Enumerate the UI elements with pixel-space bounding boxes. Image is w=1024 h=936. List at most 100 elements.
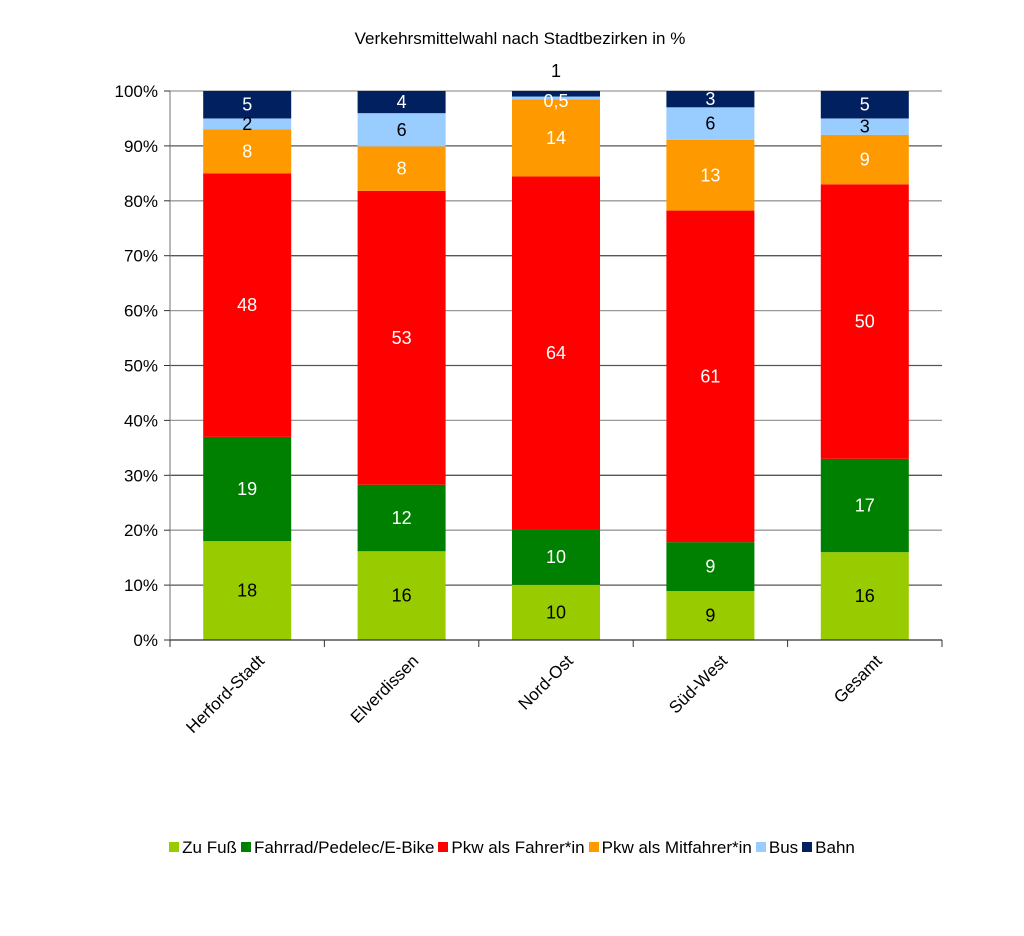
y-tick-label: 0% xyxy=(133,631,158,650)
bar-stack xyxy=(357,91,446,640)
legend-item: Fahrrad/Pedelec/E-Bike xyxy=(240,838,435,858)
data-labels: 181948825161253864101064140,519961136316… xyxy=(237,61,875,626)
data-label: 5 xyxy=(242,95,252,115)
y-tick-label: 50% xyxy=(124,357,158,376)
legend-label: Bus xyxy=(768,838,799,857)
legend-label: Zu Fuß xyxy=(182,838,237,857)
bar-segment xyxy=(512,96,600,100)
bar-segment xyxy=(512,584,600,640)
data-label: 61 xyxy=(700,366,720,386)
data-label: 0,5 xyxy=(543,91,568,111)
bar-segment xyxy=(357,91,446,114)
data-label: 9 xyxy=(705,606,715,626)
data-label: 1 xyxy=(551,61,561,81)
bar-segment xyxy=(666,139,755,211)
bar-segment xyxy=(820,458,909,553)
y-tick-label: 40% xyxy=(124,411,158,430)
bar-stack xyxy=(820,91,909,640)
y-tick-label: 30% xyxy=(124,466,158,485)
data-label: 2 xyxy=(242,114,252,134)
legend-swatch xyxy=(240,842,251,852)
data-label: 6 xyxy=(705,114,715,134)
data-label: 13 xyxy=(700,165,720,185)
x-tick-label: Herford-Stadt xyxy=(182,651,268,737)
bar-segment xyxy=(357,113,446,147)
legend-swatch xyxy=(588,842,599,852)
legend-item: Pkw als Mitfahrer*in xyxy=(588,838,752,858)
data-label: 8 xyxy=(242,141,252,161)
bar-stack xyxy=(666,91,755,640)
chart-title: Verkehrsmittelwahl nach Stadtbezirken in… xyxy=(355,29,686,48)
data-label: 12 xyxy=(392,508,412,528)
data-label: 6 xyxy=(397,120,407,140)
bar-segment xyxy=(203,173,292,437)
bar-segment xyxy=(820,91,909,119)
bar-segment xyxy=(512,176,600,530)
bar-segment xyxy=(357,146,446,191)
data-label: 8 xyxy=(397,159,407,179)
x-tick-label: Nord-Ost xyxy=(515,651,577,713)
data-label: 14 xyxy=(546,128,566,148)
bar-segment xyxy=(820,118,909,135)
x-axis-labels: Herford-Stadt Elverdissen Nord-Ost Süd-West… xyxy=(182,651,885,737)
legend-swatch xyxy=(755,842,766,852)
data-label: 48 xyxy=(237,295,257,315)
x-tick-label: Süd-West xyxy=(665,651,731,717)
x-tick-label: Elverdissen xyxy=(347,651,423,727)
bar-segment xyxy=(357,484,446,552)
legend-swatch xyxy=(438,842,449,852)
bar-segment xyxy=(512,529,600,585)
bar-stacks xyxy=(203,91,909,640)
legend-item: Bahn xyxy=(802,838,855,858)
bar-segment xyxy=(357,551,446,640)
bar-stack xyxy=(203,91,292,640)
y-tick-label: 20% xyxy=(124,521,158,540)
bar-segment xyxy=(203,118,292,130)
bar-stack xyxy=(512,91,600,640)
x-tick-label: Gesamt xyxy=(830,651,886,707)
bar-segment xyxy=(666,91,755,108)
bar-segment xyxy=(203,91,292,119)
legend-label: Pkw als Mitfahrer*in xyxy=(601,838,752,857)
data-label: 64 xyxy=(546,343,566,363)
bar-segment xyxy=(666,591,755,640)
data-label: 18 xyxy=(237,581,257,601)
bar-segment xyxy=(666,107,755,140)
data-label: 9 xyxy=(860,150,870,170)
data-label: 50 xyxy=(855,312,875,332)
data-label: 5 xyxy=(860,95,870,115)
bar-segment xyxy=(203,129,292,174)
bar-segment xyxy=(512,91,600,97)
bar-segment xyxy=(512,99,600,177)
y-axis-ticks: 0% 10% 20% 30% 40% 50% 60% 70% 80% 90% 100% xyxy=(115,82,170,650)
data-label: 3 xyxy=(705,89,715,109)
bar-segment xyxy=(666,542,755,592)
legend-label: Pkw als Fahrer*in xyxy=(451,838,585,857)
bar-segment xyxy=(820,552,909,640)
y-tick-label: 70% xyxy=(124,247,158,266)
y-tick-label: 10% xyxy=(124,576,158,595)
bar-segment xyxy=(820,184,909,459)
data-label: 10 xyxy=(546,602,566,622)
data-label: 16 xyxy=(392,586,412,606)
legend-item: Pkw als Fahrer*in xyxy=(438,838,585,858)
legend-swatch xyxy=(802,842,813,852)
legend-label: Bahn xyxy=(815,838,855,857)
legend-item: Bus xyxy=(755,838,799,858)
legend-label: Fahrrad/Pedelec/E-Bike xyxy=(253,838,435,857)
y-tick-label: 60% xyxy=(124,302,158,321)
y-tick-label: 90% xyxy=(124,137,158,156)
data-label: 9 xyxy=(705,557,715,577)
legend-item: Zu Fuß xyxy=(169,838,237,858)
data-label: 3 xyxy=(860,117,870,137)
data-label: 16 xyxy=(855,586,875,606)
y-tick-label: 80% xyxy=(124,192,158,211)
bar-segment xyxy=(203,436,292,542)
bar-segment xyxy=(203,541,292,640)
data-label: 4 xyxy=(397,92,407,112)
bar-segment xyxy=(357,190,446,485)
legend: Zu Fuß Fahrrad/Pedelec/E-Bike Pkw als Fahr… xyxy=(0,838,1024,858)
data-label: 53 xyxy=(392,328,412,348)
data-label: 17 xyxy=(855,495,875,515)
bar-segment xyxy=(666,210,755,543)
